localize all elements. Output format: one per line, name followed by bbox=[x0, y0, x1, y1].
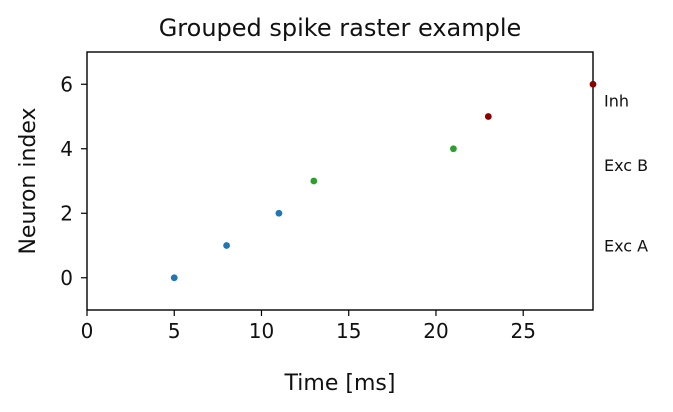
group-label: Exc B bbox=[604, 156, 648, 175]
y-axis-ticks: 0 2 4 6 bbox=[60, 72, 87, 290]
x-tick-label: 15 bbox=[336, 319, 361, 343]
spike-point bbox=[170, 274, 178, 282]
x-tick-label: 20 bbox=[423, 319, 448, 343]
group-labels: Exc A Exc B Inh bbox=[604, 91, 648, 255]
spike-point bbox=[589, 80, 597, 88]
group-label: Inh bbox=[604, 91, 629, 110]
x-tick-label: 5 bbox=[168, 319, 181, 343]
y-tick-label: 6 bbox=[60, 72, 73, 96]
spike-points bbox=[170, 80, 597, 282]
chart-title: Grouped spike raster example bbox=[159, 14, 522, 42]
y-tick-label: 4 bbox=[60, 137, 73, 161]
spike-point bbox=[275, 209, 283, 217]
y-axis-label: Neuron index bbox=[16, 107, 41, 254]
x-axis-ticks: 0 5 10 15 20 25 bbox=[81, 310, 536, 343]
spike-point bbox=[223, 242, 230, 249]
spike-point bbox=[310, 177, 318, 185]
plot-area-frame bbox=[86, 51, 594, 311]
spike-point bbox=[484, 113, 492, 120]
y-tick-label: 2 bbox=[60, 201, 73, 225]
x-tick-label: 10 bbox=[249, 319, 274, 343]
group-label: Exc A bbox=[604, 237, 648, 256]
x-tick-label: 25 bbox=[510, 319, 535, 343]
x-tick-label: 0 bbox=[81, 319, 94, 343]
x-axis-label: Time [ms] bbox=[284, 371, 396, 396]
spike-point bbox=[450, 145, 457, 153]
y-tick-label: 0 bbox=[60, 266, 73, 290]
